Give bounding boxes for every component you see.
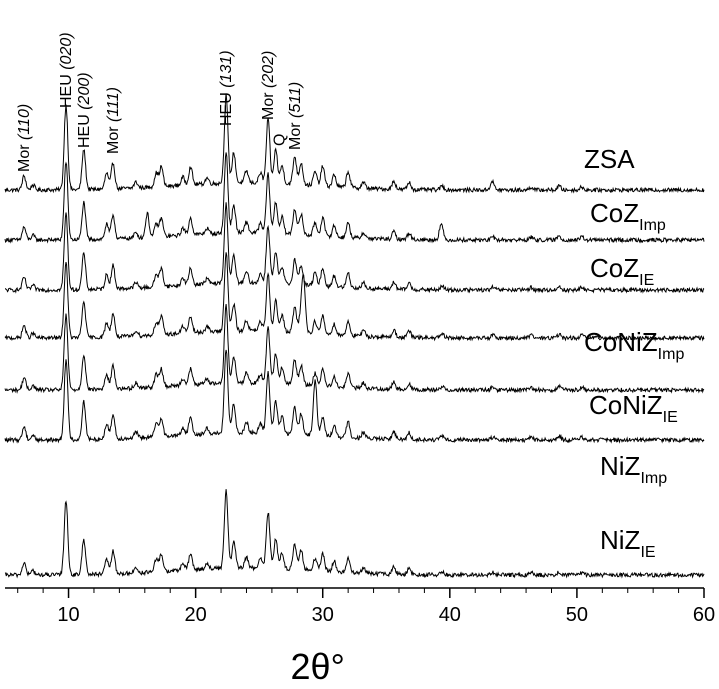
sample-label-coz-imp: CoZImp xyxy=(590,198,666,234)
sample-labels: ZSA CoZImp CoZIE CoNiZImp CoNiZIE NiZImp NiZIE xyxy=(584,144,684,561)
peak-label-mor-511: Mor (511) xyxy=(287,82,304,150)
trace-coz-imp xyxy=(4,152,705,244)
x-axis-title: 2θ° xyxy=(291,646,345,687)
peak-label-mor-110: Mor (110) xyxy=(16,104,33,172)
peak-annotations: Mor (110) HEU (020)HEU (200) Mor (111) HEU … xyxy=(16,32,304,172)
tick-label-20: 20 xyxy=(185,604,207,626)
peak-label-heu-020: HEU (020) xyxy=(58,32,75,108)
peak-label-heu-131: HEU (131) xyxy=(218,50,235,126)
tick-label-40: 40 xyxy=(439,604,461,626)
sample-label-coniz-imp: CoNiZImp xyxy=(584,327,684,363)
diffraction-traces xyxy=(4,93,705,579)
trace-zsa xyxy=(4,93,705,194)
tick-label-50: 50 xyxy=(566,604,588,626)
sample-label-niz-imp: NiZImp xyxy=(600,451,667,487)
trace-niz-ie xyxy=(4,489,705,579)
sample-label-niz-ie: NiZIE xyxy=(600,525,656,561)
peak-label-mor-202: Mor (202) xyxy=(260,51,277,120)
trace-coniz-ie xyxy=(4,304,705,394)
peak-label-q-q: Q xyxy=(272,134,289,146)
sample-label-zsa: ZSA xyxy=(584,144,635,174)
tick-label-60: 60 xyxy=(693,604,715,626)
tick-label-30: 30 xyxy=(312,604,334,626)
trace-coz-ie xyxy=(5,202,705,294)
tick-label-10: 10 xyxy=(57,604,79,626)
trace-niz-imp xyxy=(4,349,705,444)
peak-label-mor-111: Mor (111) xyxy=(105,87,122,154)
sample-label-coniz-ie: CoNiZIE xyxy=(589,390,678,426)
x-axis: 10 20 30 40 50 60 xyxy=(5,587,715,626)
trace-coniz-imp xyxy=(4,252,705,342)
sample-label-coz-ie: CoZIE xyxy=(590,253,654,289)
peak-label-heu-200: HEU (200) xyxy=(76,72,93,148)
